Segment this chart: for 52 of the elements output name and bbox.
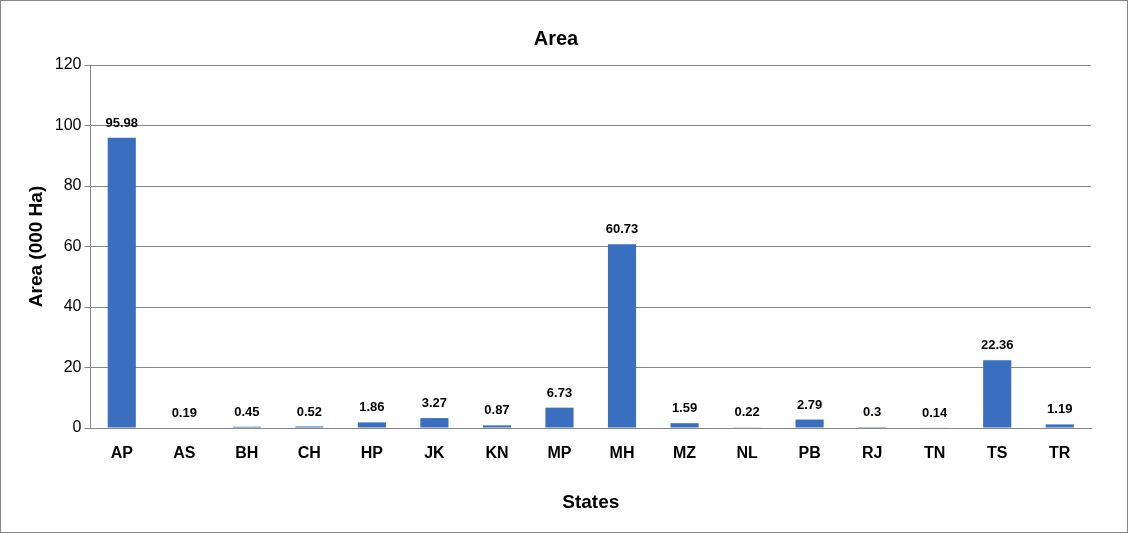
data-label: 0.87 (484, 402, 510, 418)
y-axis-title: Area (000 Ha) (24, 185, 46, 308)
data-label: 0.14 (922, 404, 949, 420)
x-tick-label: AP (110, 444, 134, 462)
x-tick-label: MP (547, 444, 572, 462)
y-tick-label: 0 (72, 418, 82, 436)
data-label: 1.59 (671, 400, 698, 416)
y-tick-label: 100 (54, 115, 82, 133)
x-tick-label: AS (173, 444, 196, 462)
y-tick-label: 80 (63, 176, 82, 194)
bar (107, 137, 136, 428)
data-label: 3.27 (421, 395, 448, 411)
bar (482, 425, 512, 428)
x-tick-label: RJ (861, 444, 883, 462)
data-label: 2.79 (796, 396, 823, 412)
x-tick-label: TR (1049, 444, 1071, 462)
bar (670, 423, 699, 428)
bar (357, 422, 386, 428)
x-tick-label: CH (297, 444, 321, 462)
data-label: 60.73 (605, 221, 639, 237)
data-label: 1.19 (1047, 401, 1073, 417)
bar (607, 244, 637, 428)
x-tick-label: NL (736, 444, 758, 462)
data-label: 0.52 (296, 403, 323, 419)
data-label: 0.22 (734, 404, 760, 420)
bar (983, 360, 1012, 428)
x-tick-label: PB (798, 444, 821, 462)
y-tick-label: 120 (54, 55, 82, 73)
x-tick-label: HP (360, 444, 384, 462)
bar (795, 419, 824, 428)
data-label: 1.86 (359, 399, 385, 415)
data-label: 22.36 (980, 337, 1014, 353)
y-tick-label: 60 (63, 236, 82, 254)
x-tick-label: BH (235, 444, 259, 462)
bar (1045, 424, 1074, 428)
x-tick-label: KN (485, 444, 509, 462)
bar (545, 407, 574, 428)
x-tick-label: MH (609, 444, 635, 462)
data-label: 0.3 (863, 404, 882, 420)
chart-title: Area (533, 26, 580, 49)
y-tick-label: 40 (63, 297, 82, 315)
data-label: 0.19 (171, 404, 197, 420)
data-label: 6.73 (546, 384, 573, 400)
bar (420, 418, 449, 428)
x-axis-title: States (562, 490, 620, 512)
y-tick-label: 20 (63, 357, 82, 375)
x-tick-label: JK (424, 444, 446, 462)
x-tick-label: TN (924, 444, 946, 462)
data-label: 95.98 (105, 114, 139, 130)
x-tick-label: MZ (672, 444, 697, 462)
data-label: 0.45 (234, 403, 260, 419)
x-tick-label: TS (986, 444, 1008, 462)
